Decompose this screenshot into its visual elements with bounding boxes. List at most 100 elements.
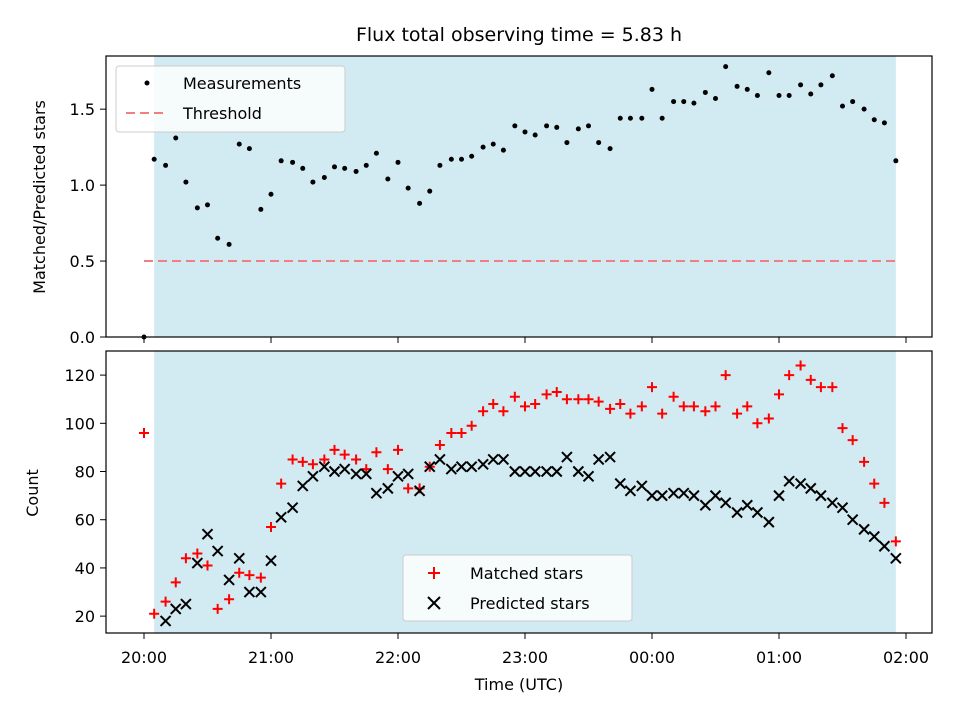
predicted-star-point	[636, 480, 648, 492]
measurement-point	[363, 162, 369, 168]
measurement-point	[290, 159, 296, 165]
measurement-point	[500, 147, 506, 153]
measurement-point	[215, 235, 221, 241]
measurement-point	[754, 92, 760, 98]
measurement-point	[268, 191, 274, 197]
predicted-star-point	[582, 470, 595, 483]
measurement-point	[310, 179, 316, 185]
predicted-star-point	[519, 465, 531, 478]
measurement-point	[532, 132, 538, 138]
count-panel-frame	[105, 350, 933, 634]
measurement-point	[236, 141, 242, 147]
measurement-point	[353, 168, 359, 174]
matched-star-point	[139, 427, 149, 438]
count-y-tick-label: 60	[75, 511, 95, 530]
count-x-ticks: 20:00 21:00 22:00 23:00 00:00 01:00 02:00	[121, 633, 929, 667]
predicted-star-point	[170, 603, 182, 615]
matched-star-point	[276, 478, 287, 489]
measurement-point	[893, 158, 899, 164]
matched-star-point	[170, 577, 181, 588]
matched-star-point	[805, 374, 816, 385]
matched-star-point	[224, 594, 235, 605]
matched-star-point	[202, 560, 213, 571]
predicted-star-point	[678, 487, 690, 499]
measurement-point	[617, 115, 623, 121]
predicted-star-point	[455, 460, 468, 473]
measurement-point	[829, 73, 835, 79]
matched-star-point	[593, 396, 604, 407]
measurement-point	[850, 99, 856, 105]
predicted-star-point	[688, 489, 700, 502]
measurement-point	[776, 92, 782, 98]
predicted-star-point	[646, 489, 658, 502]
measurement-point	[417, 200, 423, 206]
predicted-star-point	[719, 497, 732, 509]
matched-star-point	[625, 408, 636, 419]
predicted-star-point	[614, 477, 626, 490]
count-legend-box	[402, 554, 633, 622]
predicted-star-point	[858, 523, 870, 536]
legend-measurement-marker	[144, 80, 150, 86]
matched-star-point	[879, 497, 890, 508]
measurement-point	[871, 117, 877, 123]
matched-star-point	[720, 370, 731, 381]
measurement-point	[881, 120, 887, 126]
ratio-y-tick-label: 1.0	[70, 176, 95, 195]
measurement-point	[786, 92, 792, 98]
matched-star-point	[668, 391, 679, 402]
matched-star-point	[710, 401, 721, 412]
matched-star-point	[498, 406, 509, 417]
count-y-tick-label: 100	[64, 414, 95, 433]
measurement-point	[332, 164, 337, 170]
measurement-point	[627, 115, 633, 121]
measurement-point	[649, 86, 655, 92]
measurement-point	[258, 206, 264, 212]
measurement-point	[448, 156, 454, 162]
predicted-star-point	[223, 574, 235, 586]
legend-matched-label: Matched stars	[470, 564, 583, 583]
count-y-tick-label: 20	[75, 607, 95, 626]
matched-star-point	[478, 406, 489, 417]
measurement-point	[744, 86, 750, 92]
predicted-star-point	[286, 501, 299, 514]
predicted-star-point	[826, 497, 839, 509]
predicted-star-point	[667, 487, 680, 499]
matched-star-point	[351, 454, 362, 465]
x-tick-label: 21:00	[248, 648, 294, 667]
predicted-star-point	[360, 468, 372, 480]
matched-star-point	[371, 447, 382, 458]
predicted-star-point	[350, 468, 362, 480]
matched-star-point	[244, 570, 255, 581]
matched-star-point	[393, 444, 403, 455]
matched-star-point	[605, 403, 616, 414]
matched-star-point	[763, 413, 774, 424]
count-legend: Matched stars Predicted stars	[402, 554, 633, 622]
predicted-star-point	[275, 511, 287, 524]
matched-star-point	[509, 391, 520, 402]
measurement-point	[659, 115, 665, 121]
measurement-point	[480, 144, 486, 150]
matched-star-point	[869, 478, 880, 489]
measurement-point	[321, 175, 327, 181]
matched-star-point	[657, 408, 668, 419]
matched-star-point	[837, 423, 848, 434]
predicted-star-point	[846, 514, 859, 526]
predicted-star-point	[836, 501, 849, 514]
measurement-point	[766, 70, 772, 76]
measurement-point	[607, 146, 613, 152]
matched-star-point	[192, 548, 203, 559]
predicted-star-point	[699, 499, 712, 511]
matched-star-point	[774, 389, 784, 400]
measurement-point	[671, 99, 677, 105]
measurement-point	[469, 153, 475, 159]
predicted-star-point	[731, 506, 743, 519]
measurement-point	[226, 241, 232, 247]
measurement-point	[437, 162, 443, 168]
predicted-star-point	[487, 453, 499, 466]
measurement-point	[246, 146, 252, 152]
ratio-legend-box	[115, 65, 346, 133]
x-tick-label: 20:00	[121, 648, 167, 667]
measurement-point	[554, 124, 560, 130]
matched-star-point	[795, 360, 806, 371]
count-y-axis-label: Count	[23, 469, 42, 517]
